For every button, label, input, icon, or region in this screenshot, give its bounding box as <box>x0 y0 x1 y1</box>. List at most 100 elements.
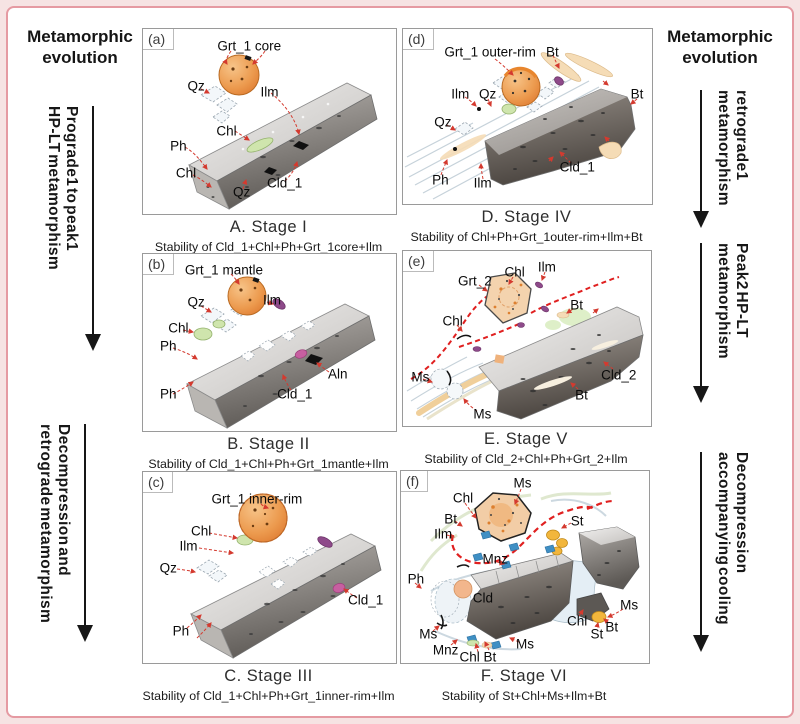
mineral-label: Ilm <box>473 175 492 191</box>
label-line: Decompression <box>732 452 750 574</box>
mineral-label: Bt <box>630 86 644 102</box>
mineral-label: Ilm <box>537 259 556 275</box>
panel-f-title: F. Stage VI <box>480 667 568 685</box>
label-line: HP-LT metamorphism <box>44 106 62 271</box>
panel-a-caption: Stability of Cld_1+Chl+Ph+Grt_1core+Ilm <box>154 240 383 254</box>
mineral-label: Chl <box>504 264 525 280</box>
mineral-label: St <box>570 513 584 529</box>
panel-a-title: A. Stage I <box>229 218 308 236</box>
mineral-label: Ph <box>172 623 190 639</box>
mineral-label: Ilm <box>263 292 282 308</box>
panel-c-labels: Grt_1 inner-rim Chl Ilm Qz Ph Cld_1 <box>143 472 396 663</box>
panel-f-labels: Ms Chl Bt Ilm St Mnz Ph Cld Ms Chl St Bt Ms Mnz Chl Bt… <box>401 471 649 665</box>
panel-c-illustration <box>176 493 382 659</box>
mineral-label: Chl Bt <box>459 649 497 665</box>
panel-letter: (f) <box>401 471 429 492</box>
mineral-label: Ph <box>160 338 177 354</box>
panel-a-labels: Grt_1 core Qz Ilm Chl Ph Chl Qz Cld_1 <box>143 29 396 214</box>
mineral-label: Cld_2 <box>601 367 637 383</box>
mineral-label: Qz <box>187 294 205 310</box>
mineral-label: Bt <box>546 44 559 60</box>
decompression-retrograde-label: Decompression and retrograde metamorphis… <box>36 424 72 642</box>
mineral-label: Chl <box>566 613 588 629</box>
panel-d-caption: Stability of Chl+Ph+Grt_1outer-rim+Ilm+B… <box>410 230 643 244</box>
mineral-label: Cld_1 <box>559 159 595 175</box>
label-line: Prograde1 to peak1 <box>62 106 80 252</box>
mineral-label: Qz <box>187 78 205 94</box>
down-arrow <box>692 452 710 652</box>
mineral-label: Bt <box>575 387 588 402</box>
down-arrow <box>84 106 102 351</box>
mineral-label: Bt <box>570 297 583 313</box>
panel-b-labels: Grt_1 mantle Qz Ilm Chl Ph Ph Aln Cld_1 <box>143 254 396 431</box>
mineral-label: Ilm <box>434 526 453 542</box>
mineral-label: Ms <box>620 597 639 613</box>
label-line: Decompression and <box>54 424 72 576</box>
panel-group-c: (c) Grt_1 inner-rim Chl Ilm Qz Ph Cld_1 C. St… <box>142 471 397 703</box>
mineral-label: Qz <box>159 560 177 575</box>
mineral-label: Chl <box>442 313 463 329</box>
decompression-cooling-label: Decompression accompanying cooling <box>714 452 750 652</box>
panel-letter: (e) <box>403 251 435 272</box>
panel-group-d: (d) Grt_1 outer-rim Bt Ilm Qz Qz Bt Ph Ilm Cld_1… <box>402 28 653 244</box>
mineral-label: Ilm <box>179 538 198 554</box>
panel-e-title: E. Stage V <box>484 430 568 448</box>
mineral-label: Cld_1 <box>267 175 303 191</box>
panel-f-caption: Stability of St+Chl+Ms+Ilm+Bt <box>441 689 607 703</box>
panel-letter: (a) <box>143 29 175 50</box>
mineral-label: Mnz <box>482 551 508 567</box>
left-stage-arrow-1: Prograde1 to peak1 HP-LT metamorphism <box>44 106 102 351</box>
panel-d: (d) Grt_1 outer-rim Bt Ilm Qz Qz Bt Ph Ilm Cld_1 <box>402 28 653 205</box>
mineral-label: Mnz <box>432 642 459 658</box>
mineral-label: Bt <box>444 511 457 527</box>
panel-b-caption: Stability of Cld_1+Chl+Ph+Grt_1mantle+Il… <box>148 457 389 471</box>
down-arrow <box>76 424 94 642</box>
mineral-label: Ms <box>419 626 438 642</box>
mineral-label: Ph <box>160 386 177 402</box>
left-stage-arrow-2: Decompression and retrograde metamorphis… <box>36 424 94 642</box>
peak2-label: Peak2 HP-LT metamorphism <box>714 243 750 403</box>
panel-group-e: (e) Grt_2 Chl Ilm Bt Chl Ms Ms Bt Cld_2 E. Stage… <box>402 250 652 466</box>
panel-c-caption: Stability of Cld_1+Chl+Ph+Grt_1inner-rim… <box>142 689 395 703</box>
panel-d-title: D. Stage IV <box>481 208 572 226</box>
mineral-label: Aln <box>328 366 348 382</box>
left-header: Metamorphic evolution <box>27 27 133 68</box>
panel-e: (e) Grt_2 Chl Ilm Bt Chl Ms Ms Bt Cld_2 <box>402 250 652 427</box>
label-line: accompanying cooling <box>714 452 732 625</box>
mineral-label: Grt_1 core <box>217 38 282 54</box>
mineral-label: Grt_1 mantle <box>184 262 263 278</box>
mineral-label: Qz <box>233 184 251 200</box>
mineral-label: Grt_1 outer-rim <box>444 44 536 60</box>
label-line: retrograde1 <box>732 90 750 181</box>
down-arrow <box>692 243 710 403</box>
right-header: Metamorphic evolution <box>667 27 773 68</box>
panel-letter: (c) <box>143 472 174 493</box>
panel-letter: (d) <box>403 29 435 50</box>
mineral-label: Cld_1 <box>277 386 313 402</box>
mineral-label: Ph <box>170 138 187 154</box>
mineral-label: Grt_1 inner-rim <box>211 491 303 507</box>
panel-group-f: (f) Ms Chl Bt Ilm St Mnz Ph Cld Ms Chl St Bt Ms Mnz Ch… <box>400 470 650 703</box>
mineral-label: Cld <box>472 590 493 606</box>
mineral-label: Chl <box>168 320 189 336</box>
panel-e-labels: Grt_2 Chl Ilm Bt Chl Ms Ms Bt Cld_2 <box>403 251 651 426</box>
panel-d-illustration <box>404 52 638 200</box>
retrograde1-label: retrograde1 metamorphism <box>714 90 750 228</box>
panel-letter: (b) <box>143 254 175 275</box>
panel-f: (f) Ms Chl Bt Ilm St Mnz Ph Cld Ms Chl St Bt Ms Mnz Ch… <box>400 470 650 665</box>
mineral-label: Ms <box>513 475 532 491</box>
mineral-label: Ms <box>516 636 534 652</box>
right-stage-arrow-3: Decompression accompanying cooling <box>692 452 750 652</box>
label-line: metamorphism <box>714 243 732 359</box>
mineral-label: Ph <box>432 172 449 187</box>
mineral-label: Ms <box>473 406 492 422</box>
panel-b: (b) Grt_1 mantle Qz Ilm Chl Ph Ph Aln Cld_1 <box>142 253 397 432</box>
mineral-label: Bt <box>605 619 619 635</box>
label-line: Peak2 HP-LT <box>732 243 750 339</box>
mineral-label: Grt_2 <box>458 273 492 289</box>
panel-c: (c) Grt_1 inner-rim Chl Ilm Qz Ph Cld_1 <box>142 471 397 664</box>
mineral-label: Chl <box>452 490 474 506</box>
mineral-label: Chl <box>175 165 197 181</box>
